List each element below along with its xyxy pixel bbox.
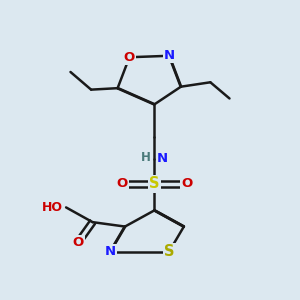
Text: N: N: [157, 152, 168, 165]
Text: O: O: [72, 236, 83, 249]
Text: O: O: [124, 51, 135, 64]
Text: N: N: [105, 245, 116, 258]
Text: N: N: [164, 49, 175, 62]
Text: H: H: [141, 151, 151, 164]
Text: S: S: [149, 176, 160, 191]
Text: O: O: [181, 177, 192, 190]
Text: HO: HO: [42, 201, 63, 214]
Text: S: S: [164, 244, 174, 259]
Text: O: O: [116, 177, 128, 190]
